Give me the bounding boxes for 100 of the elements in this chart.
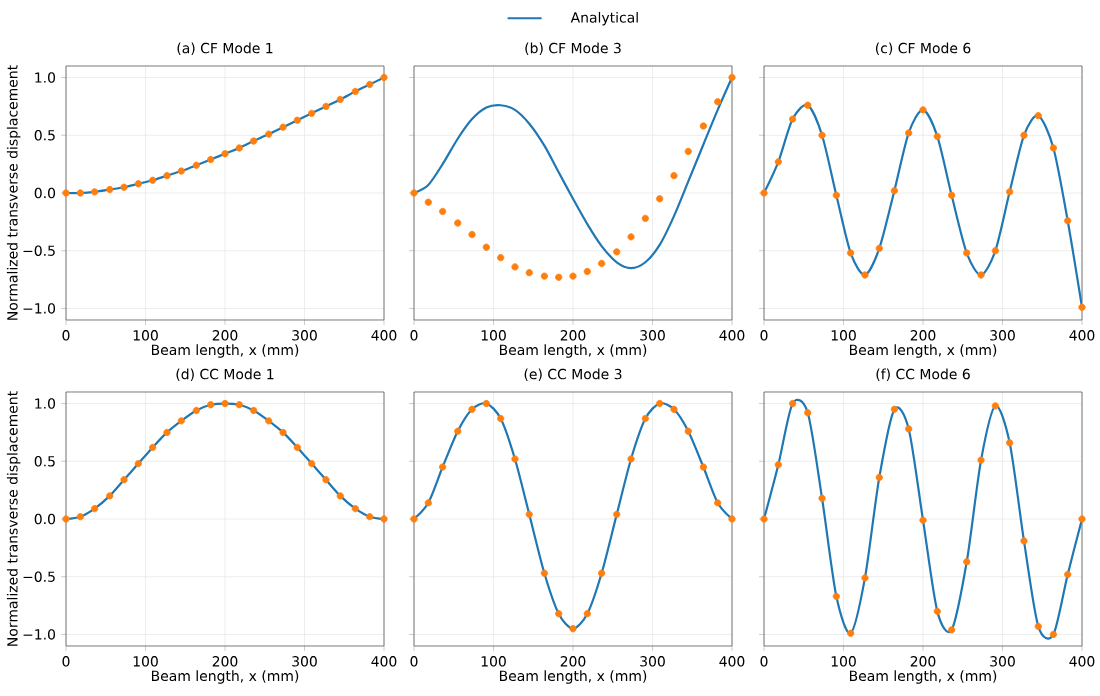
point (120, 476, 128, 484)
point (847, 629, 855, 637)
point (336, 95, 344, 104)
point (991, 402, 999, 410)
point (351, 87, 359, 95)
point (1020, 537, 1028, 545)
point (569, 625, 577, 633)
point (424, 198, 432, 206)
point (279, 123, 287, 131)
point (977, 271, 985, 279)
point (482, 399, 490, 408)
point (774, 461, 782, 469)
point (627, 233, 635, 241)
point (818, 494, 826, 502)
point (120, 183, 128, 191)
point (641, 214, 649, 222)
point (250, 406, 258, 415)
point (439, 463, 447, 471)
point (890, 187, 898, 195)
point (351, 505, 359, 513)
point (933, 132, 941, 141)
point (670, 405, 678, 413)
point (818, 131, 826, 139)
point (1034, 622, 1042, 630)
point (177, 167, 185, 175)
point (410, 189, 418, 197)
point (322, 102, 330, 110)
point (847, 249, 855, 257)
point (905, 425, 913, 433)
point (963, 249, 971, 257)
point (1064, 570, 1072, 578)
point (1049, 144, 1057, 152)
point (106, 492, 114, 500)
point (308, 109, 316, 117)
point (511, 263, 519, 271)
point (861, 271, 869, 279)
point (149, 443, 157, 451)
point (627, 455, 635, 463)
point (497, 254, 505, 262)
point (134, 459, 142, 468)
point (366, 513, 374, 521)
point (613, 510, 621, 518)
point (525, 269, 533, 277)
point (106, 185, 114, 194)
point (1078, 515, 1086, 523)
point (613, 248, 621, 256)
point (804, 409, 812, 417)
point (91, 188, 99, 196)
point (293, 443, 301, 451)
point (308, 459, 316, 468)
point (76, 513, 84, 521)
point (670, 172, 678, 180)
point (569, 272, 577, 280)
point (454, 219, 462, 227)
point (714, 499, 722, 507)
point (890, 405, 898, 413)
point (1006, 188, 1014, 196)
point (221, 399, 229, 408)
point (905, 129, 913, 137)
point (192, 161, 200, 169)
point (62, 189, 70, 197)
point (279, 428, 287, 436)
point (149, 176, 157, 184)
point (380, 515, 388, 523)
point (598, 569, 606, 577)
point (468, 230, 476, 239)
point (656, 399, 664, 408)
point (948, 191, 956, 199)
point (192, 406, 200, 415)
point (525, 510, 533, 518)
point (177, 417, 185, 425)
point (699, 122, 707, 130)
point (728, 515, 736, 523)
point (832, 592, 840, 600)
point (789, 399, 797, 408)
point (134, 180, 142, 188)
point (511, 455, 519, 463)
point (555, 610, 563, 618)
point (555, 273, 563, 281)
point (641, 414, 649, 423)
point (963, 558, 971, 566)
point (424, 499, 432, 507)
point (366, 80, 374, 89)
point (684, 427, 692, 435)
point (62, 515, 70, 523)
point (250, 137, 258, 145)
point (583, 267, 591, 276)
point (684, 147, 692, 156)
point (699, 463, 707, 471)
point (760, 515, 768, 523)
point (76, 189, 84, 197)
point (832, 191, 840, 199)
point (439, 207, 447, 216)
point (861, 574, 869, 582)
point (454, 427, 462, 435)
point (1020, 131, 1028, 139)
point (1006, 439, 1014, 447)
point (336, 492, 344, 500)
point (933, 607, 941, 615)
point (468, 405, 476, 413)
